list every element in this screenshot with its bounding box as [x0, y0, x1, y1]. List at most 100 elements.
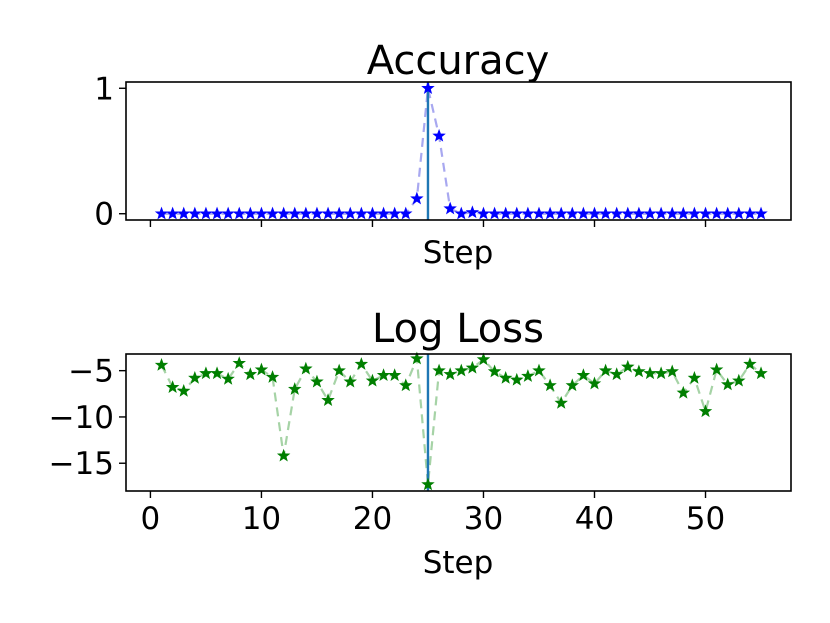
log-loss-data-point: [465, 360, 480, 374]
log-loss-data-point: [421, 477, 435, 491]
accuracy-data-point: [376, 206, 391, 220]
log-loss-y-tick-label: −15: [49, 446, 114, 482]
log-loss-data-point: [399, 378, 413, 392]
accuracy-data-point: [465, 205, 480, 219]
accuracy-data-point: [743, 206, 757, 220]
log-loss-x-tick-label: 20: [353, 501, 392, 537]
log-loss-data-point: [354, 357, 369, 370]
accuracy-data-point: [254, 206, 269, 220]
accuracy-data-point: [676, 206, 691, 220]
accuracy-data-point: [276, 206, 291, 220]
accuracy-axes-frame: [125, 81, 792, 221]
log-loss-y-tick-label: −5: [68, 354, 114, 390]
accuracy-y-tick-label: 1: [94, 71, 114, 107]
log-loss-x-tick-label: 50: [686, 501, 725, 537]
log-loss-data-point: [265, 370, 280, 383]
accuracy-data-point: [454, 206, 468, 220]
accuracy-data-point: [487, 206, 502, 220]
log-loss-data-point: [587, 376, 602, 390]
log-loss-data-point: [210, 366, 224, 380]
log-loss-data-point: [510, 372, 524, 386]
log-loss-data-point: [432, 363, 446, 377]
log-loss-data-point: [521, 369, 535, 382]
accuracy-data-point: [188, 206, 202, 220]
log-loss-data-point: [232, 356, 246, 369]
log-loss-data-point: [343, 374, 357, 388]
log-loss-data-point: [643, 366, 657, 380]
log-loss-y-tick-label: −10: [49, 400, 114, 436]
log-loss-data-point: [332, 363, 346, 377]
accuracy-data-point: [343, 206, 357, 220]
accuracy-series-line: [161, 88, 762, 215]
accuracy-subplot: Accuracy 01 Step: [94, 38, 792, 271]
accuracy-data-point: [643, 206, 657, 220]
accuracy-data-point: [709, 206, 724, 220]
log-loss-data-point: [154, 358, 169, 371]
log-loss-y-ticks: −5 −10 −15: [49, 354, 126, 482]
log-loss-data-point: [576, 368, 591, 382]
log-loss-x-tick-label: 30: [464, 501, 503, 537]
log-loss-data-point: [565, 378, 580, 392]
log-loss-x-tick-label: 0: [141, 501, 161, 537]
accuracy-data-point: [354, 206, 369, 220]
log-loss-data-point: [188, 371, 202, 384]
log-loss-data-point: [632, 364, 646, 378]
accuracy-x-axis-label: Step: [423, 235, 494, 271]
log-loss-data-point: [687, 371, 702, 384]
log-loss-data-point: [410, 351, 424, 365]
accuracy-data-point: [554, 206, 568, 220]
log-loss-data-point: [254, 362, 269, 376]
log-loss-x-tick-label: 40: [575, 501, 614, 537]
accuracy-data-point: [232, 206, 246, 220]
accuracy-data-point: [721, 206, 735, 220]
accuracy-data-point: [754, 206, 768, 220]
log-loss-data-point: [288, 382, 302, 395]
accuracy-data-point: [165, 206, 180, 220]
log-loss-data-point: [498, 371, 513, 384]
accuracy-data-point: [332, 206, 346, 220]
accuracy-data-point: [543, 206, 557, 220]
log-loss-data-point: [443, 367, 457, 381]
log-loss-data-point: [709, 362, 724, 376]
accuracy-data-point: [521, 206, 535, 220]
accuracy-data-point: [265, 206, 280, 220]
accuracy-data-point: [432, 128, 446, 142]
log-loss-x-tick-label: 10: [242, 501, 281, 537]
log-loss-title: Log Loss: [372, 306, 544, 352]
accuracy-data-point: [321, 206, 335, 220]
log-loss-data-point: [721, 377, 735, 391]
log-loss-data-point: [387, 368, 402, 382]
accuracy-data-point: [632, 206, 646, 220]
log-loss-data-point: [532, 363, 546, 377]
accuracy-data-point: [576, 206, 591, 220]
accuracy-data-point: [665, 206, 679, 220]
log-loss-subplot: Log Loss −5 −10 −15 0 10 20 30 40 50 Step: [49, 306, 792, 581]
accuracy-data-point: [210, 206, 224, 220]
accuracy-data-point: [199, 206, 213, 220]
accuracy-data-point: [510, 206, 524, 220]
accuracy-data-point: [243, 206, 258, 220]
log-loss-data-point: [554, 396, 568, 409]
accuracy-data-point: [365, 206, 380, 220]
accuracy-data-point: [687, 206, 702, 220]
accuracy-lines: [161, 82, 762, 220]
accuracy-x-ticks: [149, 220, 707, 227]
accuracy-data-point: [565, 206, 580, 220]
accuracy-data-point: [421, 81, 435, 94]
log-loss-data-point: [732, 373, 746, 387]
accuracy-markers: [154, 81, 768, 220]
accuracy-title: Accuracy: [367, 38, 550, 84]
accuracy-data-point: [387, 206, 402, 220]
log-loss-data-point: [487, 364, 502, 378]
log-loss-data-point: [543, 378, 557, 392]
log-loss-data-point: [276, 448, 291, 462]
accuracy-data-point: [732, 206, 746, 220]
accuracy-data-point: [698, 206, 713, 220]
accuracy-y-ticks: 01: [94, 71, 126, 233]
log-loss-data-point: [598, 363, 613, 377]
log-loss-data-point: [676, 385, 691, 399]
log-loss-data-point: [299, 361, 313, 375]
log-loss-data-point: [698, 404, 713, 418]
log-loss-data-point: [743, 357, 757, 370]
log-loss-data-point: [754, 366, 768, 380]
